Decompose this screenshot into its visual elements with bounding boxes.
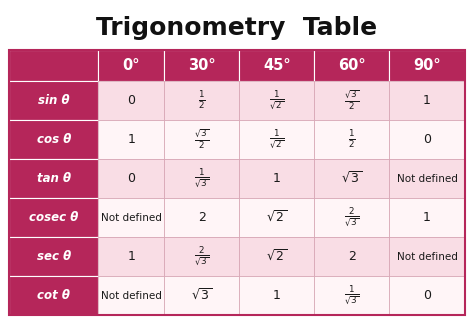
Text: Not defined: Not defined (101, 291, 162, 301)
Text: cos θ: cos θ (36, 133, 71, 146)
Text: $\frac{\sqrt{3}}{2}$: $\frac{\sqrt{3}}{2}$ (194, 128, 210, 151)
Text: 1: 1 (273, 289, 281, 302)
Text: sec θ: sec θ (36, 250, 71, 263)
Text: 30°: 30° (188, 58, 216, 73)
Text: $\frac{2}{\sqrt{3}}$: $\frac{2}{\sqrt{3}}$ (194, 245, 210, 268)
Text: $\frac{1}{\sqrt{2}}$: $\frac{1}{\sqrt{2}}$ (269, 89, 284, 112)
Text: $\frac{2}{\sqrt{3}}$: $\frac{2}{\sqrt{3}}$ (344, 206, 360, 229)
Text: tan θ: tan θ (37, 172, 71, 185)
Text: 0: 0 (127, 172, 135, 185)
Text: sin θ: sin θ (38, 94, 70, 107)
Text: cot θ: cot θ (37, 289, 70, 302)
Text: 0°: 0° (122, 58, 140, 73)
Text: $\frac{1}{2}$: $\frac{1}{2}$ (198, 89, 206, 111)
Text: 1: 1 (423, 211, 431, 224)
Text: 1: 1 (127, 250, 135, 263)
Text: Not defined: Not defined (397, 252, 457, 262)
Text: Not defined: Not defined (101, 213, 162, 223)
Text: 1: 1 (127, 133, 135, 146)
Text: $\frac{1}{2}$: $\frac{1}{2}$ (348, 128, 356, 150)
Text: Trigonometry  Table: Trigonometry Table (96, 16, 378, 40)
Text: 45°: 45° (263, 58, 291, 73)
Text: 0: 0 (423, 133, 431, 146)
Text: 1: 1 (423, 94, 431, 107)
Text: 2: 2 (348, 250, 356, 263)
Text: $\frac{1}{\sqrt{3}}$: $\frac{1}{\sqrt{3}}$ (344, 284, 360, 307)
Text: 2: 2 (198, 211, 206, 224)
Text: $\frac{1}{\sqrt{2}}$: $\frac{1}{\sqrt{2}}$ (269, 128, 284, 151)
Text: $\frac{1}{\sqrt{3}}$: $\frac{1}{\sqrt{3}}$ (194, 167, 210, 190)
Text: 90°: 90° (413, 58, 441, 73)
Text: $\sqrt{2}$: $\sqrt{2}$ (266, 249, 287, 264)
Text: 60°: 60° (338, 58, 366, 73)
Text: Not defined: Not defined (397, 174, 457, 184)
Text: $\sqrt{3}$: $\sqrt{3}$ (191, 288, 212, 303)
Text: $\sqrt{3}$: $\sqrt{3}$ (341, 171, 363, 186)
Text: 1: 1 (273, 172, 281, 185)
Text: 0: 0 (127, 94, 135, 107)
Text: $\frac{\sqrt{3}}{2}$: $\frac{\sqrt{3}}{2}$ (344, 89, 360, 112)
Text: $\sqrt{2}$: $\sqrt{2}$ (266, 210, 287, 225)
Text: 0: 0 (423, 289, 431, 302)
Text: cosec θ: cosec θ (29, 211, 79, 224)
